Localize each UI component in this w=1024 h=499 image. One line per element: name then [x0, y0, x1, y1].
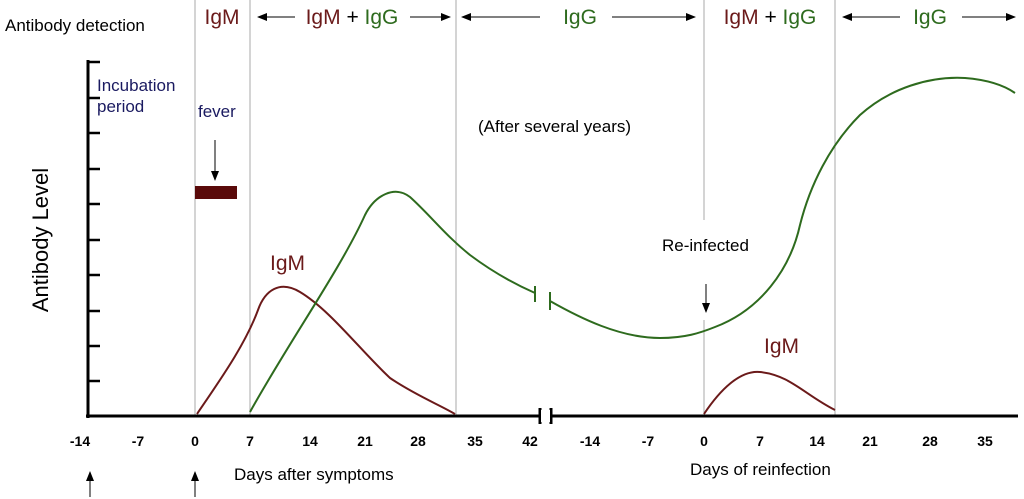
x-label: Days after symptoms: [234, 465, 394, 484]
x-tick-label: -14: [70, 433, 90, 449]
x-tick-label: 7: [246, 433, 254, 449]
phase-label: IgG: [563, 6, 597, 29]
y-axis-label: Antibody Level: [28, 168, 53, 312]
phase-label: IgG: [913, 6, 947, 29]
phase-label: IgM + IgG: [306, 6, 399, 29]
x-ticks: -14 -7 0 7 14 21 28 35 42 -14 -7 0 7 14 21 28 35: [70, 433, 993, 449]
annotation: Incubation period: [97, 76, 175, 116]
arrows: [86, 140, 710, 497]
x-tick-label: -14: [580, 433, 600, 449]
annotation: fever: [198, 102, 236, 121]
phase-label: IgM + IgG: [724, 6, 817, 29]
x-tick-label: 28: [410, 433, 426, 449]
x-tick-label: 35: [467, 433, 483, 449]
x-tick-label: 21: [357, 433, 373, 449]
x-tick-label: -7: [642, 433, 655, 449]
x-tick-label: 28: [922, 433, 938, 449]
x-tick-label: 0: [700, 433, 708, 449]
title: Antibody detection: [5, 16, 145, 35]
x-tick-label: 35: [977, 433, 993, 449]
annotation: IgM: [764, 335, 799, 358]
phase-label: IgM: [204, 6, 239, 29]
annotation: (After several years): [478, 117, 631, 136]
curves: [196, 76, 1016, 415]
annotation: IgM: [270, 252, 305, 275]
x-tick-label: 14: [809, 433, 825, 449]
fever-bar: [195, 186, 237, 199]
annotation: Re-infected: [662, 236, 749, 255]
x-tick-label: 0: [191, 433, 199, 449]
x-tick-label: 14: [302, 433, 318, 449]
axis-break: [541, 410, 550, 422]
x-tick-label: 7: [756, 433, 764, 449]
x-tick-label: 42: [522, 433, 538, 449]
x-tick-label: -7: [132, 433, 145, 449]
x-tick-label: 21: [862, 433, 878, 449]
x-label: Days of reinfection: [690, 460, 831, 479]
phase-lines: [194, 0, 836, 416]
axes: [86, 60, 1018, 424]
